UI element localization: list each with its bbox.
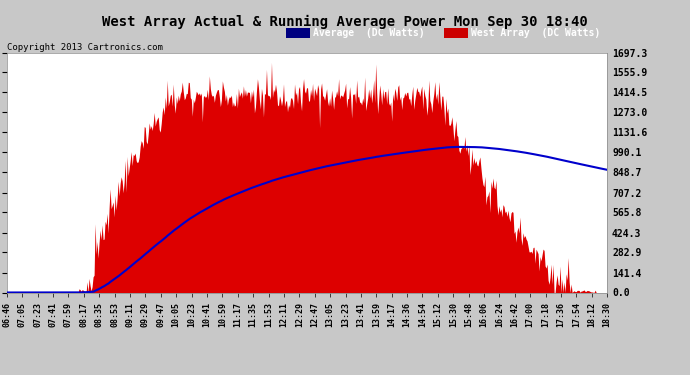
Text: West Array Actual & Running Average Power Mon Sep 30 18:40: West Array Actual & Running Average Powe… — [102, 15, 588, 29]
Text: Copyright 2013 Cartronics.com: Copyright 2013 Cartronics.com — [7, 43, 163, 52]
Legend: Average  (DC Watts), West Array  (DC Watts): Average (DC Watts), West Array (DC Watts… — [284, 26, 602, 40]
